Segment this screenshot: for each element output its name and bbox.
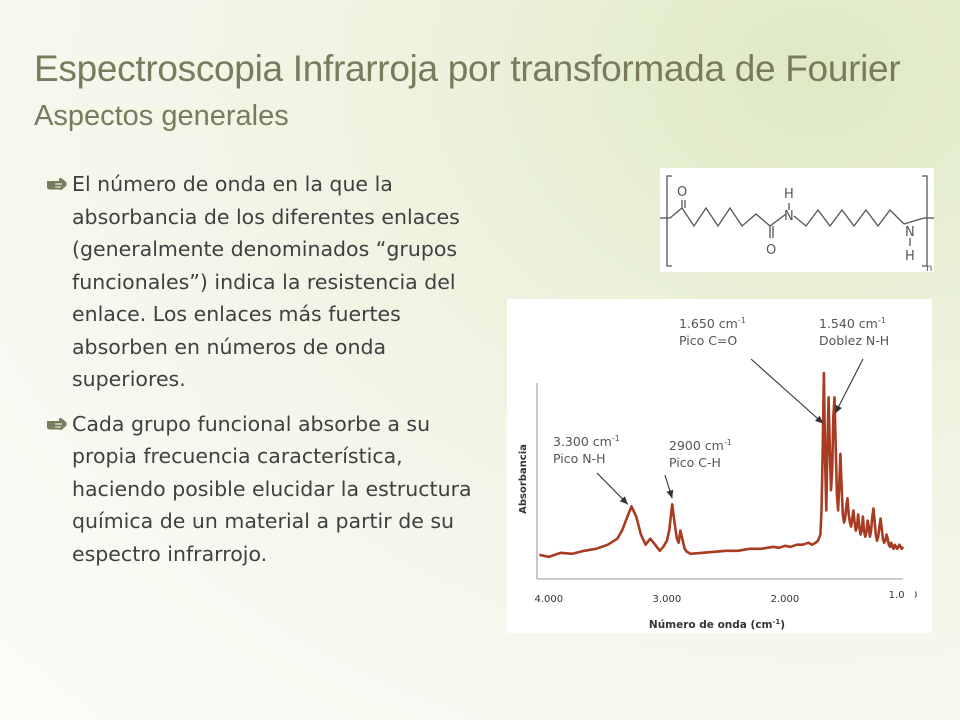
annotation-arrow [750, 358, 824, 425]
ir-spectrum-chart: Absorbancia Número de onda (cm-1) 4.000 3… [507, 299, 932, 633]
bullet-text: El número de onda en la que la absorbanc… [72, 172, 460, 391]
arrow-head [619, 496, 628, 505]
annotation-assignment: Doblez N-H [819, 333, 889, 348]
left-bracket [666, 175, 672, 267]
chemical-structure: O O H N N H n [660, 168, 934, 272]
annotation-assignment: Pico C-H [669, 455, 721, 470]
hydrogen-label: H [784, 187, 794, 202]
oxygen-label: O [677, 185, 687, 200]
x-tick-label: 1.000 [889, 590, 918, 601]
x-tick-label: 4.000 [534, 594, 563, 605]
carbon-chain-1 [669, 206, 787, 228]
carbon-chain-2 [793, 208, 905, 228]
annotation-wavenumber: 2900 cm-1 [669, 438, 732, 453]
pointing-hand-icon [47, 417, 67, 430]
x-tick-label: 2.000 [771, 594, 800, 605]
hydrogen-label: H [905, 249, 915, 264]
slide-subtitle: Aspectos generales [34, 100, 289, 132]
right-bracket [922, 175, 928, 267]
nitrogen-label: N [784, 209, 794, 224]
slide-title: Espectroscopia Infrarroja por transforma… [34, 48, 901, 89]
arrow-head [815, 415, 824, 424]
bullet-list: El número de onda en la que la absorbanc… [46, 168, 476, 582]
bullet-text: Cada grupo funcional absorbe a su propia… [72, 411, 472, 566]
bullet-item: El número de onda en la que la absorbanc… [46, 168, 476, 396]
repeat-unit-subscript: n [926, 263, 932, 272]
annotation-wavenumber: 1.540 cm-1 [819, 316, 886, 331]
x-tick-label: 3.000 [653, 594, 682, 605]
pointing-hand-icon [47, 178, 67, 190]
annotation-assignment: Pico C=O [679, 333, 737, 348]
arrow-head [835, 404, 842, 414]
nitrogen-label: N [905, 225, 915, 240]
oxygen-label: O [766, 243, 776, 258]
spectrum-line [539, 371, 905, 559]
spectrum-plot: Absorbancia Número de onda (cm-1) 4.000 3… [518, 316, 918, 631]
y-axis-label: Absorbancia [518, 444, 529, 514]
polymer-structure-drawing: O O H N N H n [660, 175, 934, 272]
bullet-item: Cada grupo funcional absorbe a su propia… [46, 408, 476, 571]
annotation-arrow [834, 358, 864, 414]
annotation-wavenumber: 3.300 cm-1 [553, 434, 620, 449]
x-axis-label: Número de onda (cm-1) [649, 618, 785, 631]
annotation-assignment: Pico N-H [553, 451, 606, 466]
overlay-panel [904, 490, 915, 623]
arrow-head [666, 489, 674, 499]
annotation-wavenumber: 1.650 cm-1 [679, 316, 746, 331]
